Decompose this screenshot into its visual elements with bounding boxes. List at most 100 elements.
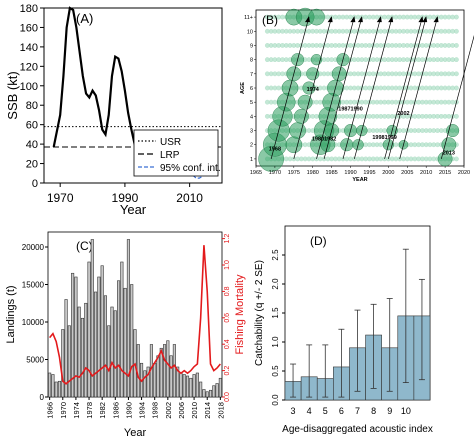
panel-c-bar — [97, 276, 101, 398]
panel-c-x-tick-label: 1982 — [98, 402, 107, 419]
panel-a-y-tick-label: 40 — [26, 139, 38, 151]
panel-b-cohort-line — [399, 17, 438, 159]
panel-b-cohort-arrowhead — [357, 16, 363, 23]
panel-c-bar — [117, 280, 121, 398]
panel-d-y-tick-label: 2.0 — [271, 278, 280, 290]
panel-c-bar — [130, 284, 134, 398]
panel-c-bar — [159, 347, 163, 398]
panel-c-x-tick-label: 2002 — [164, 402, 173, 419]
panel-b-small-bubble — [454, 156, 459, 162]
panel-b-x-tick-label: 1985 — [326, 170, 338, 176]
panel-d-x-tick-label: 8 — [371, 406, 376, 416]
panel-a-y-tick-label: 160 — [20, 22, 38, 34]
panel-d-y-axis-title: Catchability (q +/- 2 SE) — [254, 260, 265, 366]
panel-c-bar — [94, 291, 98, 398]
panel-a-y-tick-label: 120 — [20, 61, 38, 73]
panel-b-bubble — [293, 108, 309, 124]
panel-a-y-tick-label: 80 — [26, 100, 38, 112]
panel-c-bar — [212, 385, 216, 398]
panel-c-x-tick-label: 2018 — [216, 402, 225, 419]
panel-a-ssb-chart: (A) 0 20 40 60 80 100 120 140 160 180 1970 1990 2010 Y… — [5, 3, 223, 217]
panel-c-bar — [67, 325, 71, 398]
panel-d-y-tick-label: 0.5 — [271, 365, 280, 377]
panel-b-cohort-arrowhead — [304, 16, 310, 23]
panel-a-y-axis-title: SSB (kt) — [5, 71, 20, 119]
panel-c-bar — [146, 366, 150, 398]
panel-c-bar — [163, 344, 167, 398]
panel-b-bubble — [285, 136, 303, 154]
panel-d-x-tick-label: 7 — [355, 406, 360, 416]
panel-a-y-tick-label: 60 — [26, 120, 38, 132]
panel-c-y-tick-label: 15000 — [22, 281, 45, 290]
panel-b-cohort-arrowhead — [350, 16, 356, 23]
panel-c-bar — [74, 276, 78, 398]
panel-c-x-tick-label: 2010 — [190, 402, 199, 419]
panel-d-label: (D) — [310, 234, 327, 248]
panel-c-bar — [202, 389, 206, 398]
panel-b-age-bubble-chart: 1968197419801982198719901998199920022013… — [240, 7, 474, 183]
panel-b-y-tick-label: 10 — [247, 29, 253, 35]
panel-b-x-tick-label: 2015 — [439, 170, 451, 176]
panel-b-cohort-arrowhead — [388, 16, 394, 23]
panel-b-bubble — [308, 8, 325, 26]
panel-c-bar — [195, 372, 199, 398]
panel-b-cohort-label: 2002 — [397, 111, 409, 117]
panel-c-y-tick-label: 0 — [40, 393, 45, 402]
panel-c-y-axis-title: Landings (t) — [5, 285, 17, 343]
panel-b-x-tick-label: 2010 — [420, 170, 432, 176]
panel-c-x-tick-label: 1990 — [124, 402, 133, 419]
panel-b-small-bubble — [454, 43, 459, 48]
panel-d-x-tick-label: 4 — [307, 406, 312, 416]
panel-b-small-bubble — [454, 114, 459, 119]
panel-c-bar — [64, 299, 68, 398]
panel-b-small-bubble — [454, 85, 459, 91]
panel-b-cohort-arrowhead — [433, 16, 439, 23]
panel-d-x-tick-label: 3 — [291, 406, 296, 416]
panel-b-y-tick-label: 2 — [250, 143, 253, 149]
panel-c-bar — [189, 377, 193, 398]
panel-b-y-tick-label: 1 — [250, 157, 253, 163]
panel-c-y-tick-label: 10000 — [22, 318, 45, 327]
panel-d-x-tick-label: 9 — [387, 406, 392, 416]
panel-c-bar — [185, 375, 190, 398]
panel-c-bar — [84, 302, 88, 398]
panel-c-x-tick-label: 1994 — [138, 402, 147, 419]
panel-c-bar — [156, 355, 160, 398]
panel-d-y-tick-label: 1.0 — [271, 336, 280, 348]
panel-b-bubble — [306, 67, 320, 81]
panel-c-y2-tick-label: 0.0 — [224, 392, 231, 402]
panel-b-small-bubble — [454, 28, 459, 34]
panel-b-y-tick-label: 9 — [250, 43, 253, 49]
panel-c-bar — [166, 340, 170, 398]
panel-d-x-tick-label: 6 — [339, 406, 344, 416]
panel-b-x-tick-label: 1990 — [344, 170, 356, 176]
panel-d-x-tick-label: 10 — [401, 406, 411, 416]
panel-d-catchability-chart: (D) 0.0 0.5 1.0 1.5 2.0 2.5 Catchability (q +/-… — [254, 225, 433, 435]
panel-c-bar — [113, 310, 117, 398]
panel-c-bar — [205, 391, 209, 398]
panel-c-bar — [87, 261, 91, 398]
panel-b-cohort-arrowhead — [418, 16, 424, 23]
panel-c-y2-tick-label: 1.0 — [224, 260, 231, 270]
panel-b-cohort-label: 19801982 — [312, 136, 336, 142]
panel-a-x-axis-title: Year — [120, 202, 147, 217]
panel-b-cohort-arrowhead — [376, 16, 382, 23]
panel-c-bar — [172, 344, 176, 398]
panel-b-cohort-label: 19871990 — [338, 107, 362, 113]
panel-b-x-tick-label: 1975 — [288, 170, 300, 176]
panel-b-cohort-line — [270, 17, 310, 159]
panel-c-landings-chart: (C) 0 5000 10000 15000 20000 Landings (t) 0.0 0.… — [5, 231, 246, 439]
panel-a-legend-box — [133, 129, 219, 177]
panel-b-x-tick-label: 2005 — [401, 170, 413, 176]
panel-b-x-tick-label: 1980 — [307, 170, 319, 176]
panel-b-x-tick-label: 2000 — [382, 170, 394, 176]
panel-b-small-bubble — [454, 57, 459, 62]
panel-c-bar — [80, 317, 85, 398]
panel-c-bar — [199, 381, 203, 398]
panel-b-y-tick-label: 3 — [250, 129, 253, 135]
panel-a-legend-label: USR — [160, 137, 181, 148]
panel-d-x-tick-label: 5 — [323, 406, 328, 416]
panel-c-bar — [54, 381, 58, 398]
panel-c-bar — [100, 265, 104, 398]
panel-b-cohort-line — [384, 17, 423, 159]
